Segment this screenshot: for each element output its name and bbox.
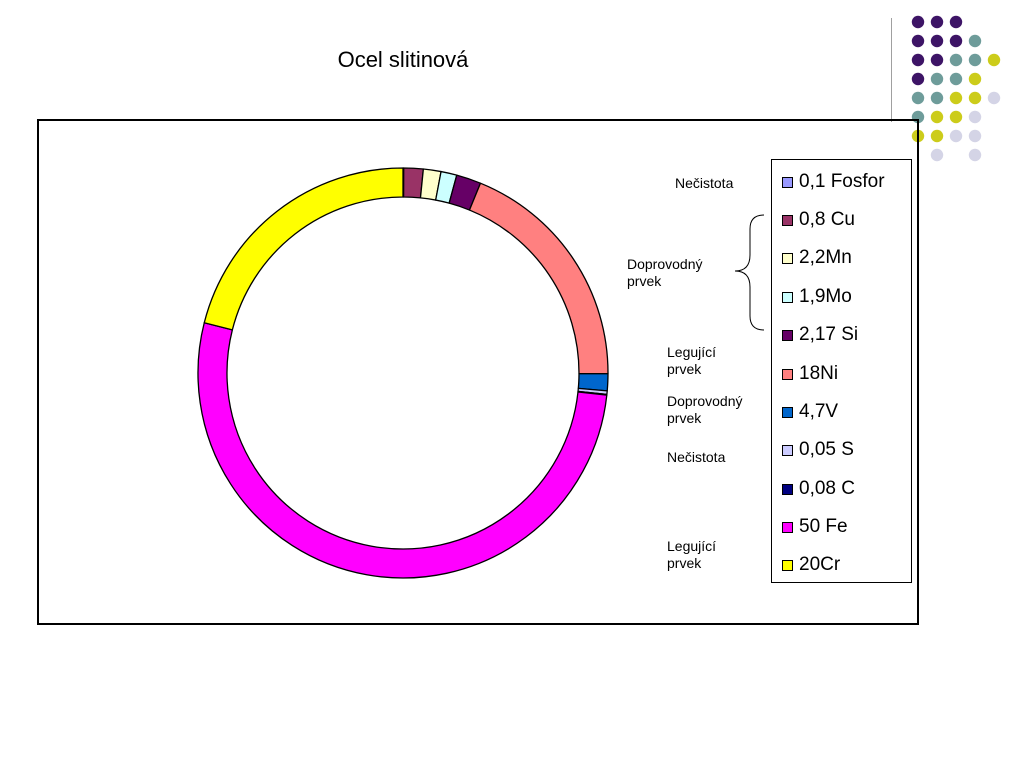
legend-label: 20Cr — [799, 554, 841, 575]
decor-dot — [930, 53, 944, 67]
annotation-accompanying: Doprovodný prvek — [627, 256, 703, 289]
legend-item-cu: 0,8 Cu — [782, 208, 855, 232]
decor-dot — [949, 15, 963, 29]
decor-dot — [930, 91, 944, 105]
legend-item-ni: 18Ni — [782, 362, 838, 386]
legend-item-fosfor: 0,1 Fosfor — [782, 170, 885, 194]
legend-label: 1,9Mo — [799, 286, 852, 307]
decor-dot — [911, 53, 925, 67]
decor-dot — [949, 72, 963, 86]
decor-dot — [968, 129, 982, 143]
decor-dot — [968, 34, 982, 48]
decor-dot — [968, 148, 982, 162]
legend-item-mn: 2,2Mn — [782, 246, 852, 270]
legend-item-cr: 20Cr — [782, 553, 840, 577]
legend-item-s: 0,05 S — [782, 438, 854, 462]
decor-dot — [911, 72, 925, 86]
legend-label: 0,8 Cu — [799, 209, 855, 230]
donut-slice — [197, 322, 608, 579]
legend-swatch — [782, 406, 793, 418]
legend-label: 0,05 S — [799, 439, 854, 460]
decor-dot — [911, 15, 925, 29]
decor-dot — [930, 34, 944, 48]
decor-dot — [968, 110, 982, 124]
decor-dot — [911, 34, 925, 48]
decor-dot — [930, 129, 944, 143]
annotation-accompanying: Doprovodný prvek — [667, 393, 743, 426]
legend-swatch — [782, 291, 793, 303]
decor-dot — [930, 110, 944, 124]
legend-label: 18Ni — [799, 363, 839, 384]
legend-label: 4,7V — [799, 401, 839, 422]
decor-dot — [968, 53, 982, 67]
brace-path — [734, 214, 765, 331]
donut-slice — [203, 167, 404, 331]
decor-dot — [930, 148, 944, 162]
decor-dot — [949, 91, 963, 105]
legend-item-si: 2,17 Si — [782, 323, 858, 347]
decor-dot — [968, 72, 982, 86]
legend-swatch — [782, 368, 793, 380]
decor-dot — [968, 91, 982, 105]
decor-dot — [987, 91, 1001, 105]
legend-item-mo: 1,9Mo — [782, 285, 852, 309]
decor-dot — [930, 72, 944, 86]
legend-swatch — [782, 214, 793, 226]
legend-swatch — [782, 176, 793, 188]
legend-item-v: 4,7V — [782, 400, 838, 424]
chart-frame — [37, 119, 919, 625]
legend-swatch — [782, 329, 793, 341]
annotation-alloying: Legující prvek — [667, 344, 717, 377]
legend-label: 0,08 C — [799, 478, 855, 499]
legend-swatch — [782, 559, 793, 571]
legend-item-fe: 50 Fe — [782, 515, 848, 539]
legend-item-c: 0,08 C — [782, 477, 855, 501]
legend-label: 50 Fe — [799, 516, 848, 537]
legend-label: 2,2Mn — [799, 247, 852, 268]
decor-dot — [949, 53, 963, 67]
chart-legend: 0,1 Fosfor 0,8 Cu 2,2Mn 1,9Mo 2,17 Si 18… — [771, 159, 912, 583]
legend-label: 2,17 Si — [799, 324, 859, 345]
legend-label: 0,1 Fosfor — [799, 171, 885, 192]
legend-swatch — [782, 483, 793, 495]
legend-swatch — [782, 521, 793, 533]
annotation-impurity: Nečistota — [667, 449, 726, 465]
divider-line — [891, 18, 892, 122]
decor-dot — [911, 91, 925, 105]
decor-dot — [987, 53, 1001, 67]
decor-dot — [949, 110, 963, 124]
slide-title: Ocel slitinová — [337, 47, 469, 72]
legend-swatch — [782, 252, 793, 264]
decor-dot — [949, 129, 963, 143]
annotation-impurity: Nečistota — [675, 175, 734, 191]
legend-swatch — [782, 444, 793, 456]
annotation-alloying: Legující prvek — [667, 538, 717, 571]
decor-dot — [949, 34, 963, 48]
decor-dot — [930, 15, 944, 29]
decorative-dot-grid — [911, 15, 1001, 162]
